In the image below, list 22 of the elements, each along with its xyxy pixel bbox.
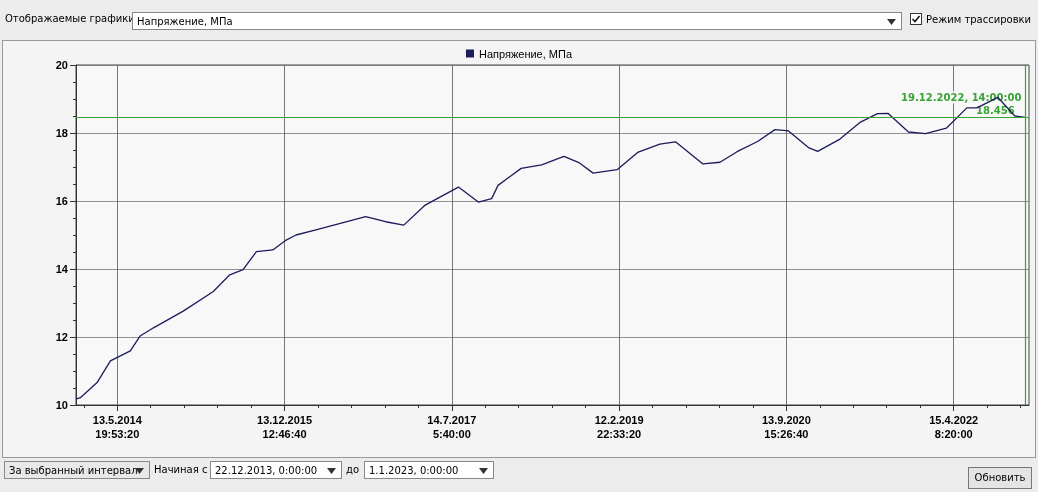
y-tick-label: 12 <box>55 331 68 343</box>
y-tick-label: 14 <box>55 263 69 275</box>
x-tick-label: 13.5.2014 19:53:20 <box>92 414 143 440</box>
y-tick-label: 20 <box>55 59 68 71</box>
y-tick-label: 10 <box>55 399 68 411</box>
text: 1.1.2023, 0:00:00 <box>369 465 459 476</box>
y-tick-label: 16 <box>55 195 68 207</box>
text: 22.12.2013, 0:00:00 <box>215 465 318 476</box>
text: до <box>346 464 360 475</box>
x-tick-label: 13.12.2015 12:46:40 <box>257 414 313 440</box>
y-tick-label: 18 <box>55 127 68 139</box>
text: Режим трассировки <box>926 14 1032 25</box>
x-tick-label: 12.2.2019 22:33:20 <box>594 414 644 440</box>
x-tick-label: 13.9.2020 15:26:40 <box>761 414 811 440</box>
text: Обновить <box>974 472 1026 483</box>
legend-label: Напряжение, МПа <box>478 47 573 60</box>
ref-line-label: 19.12.2022, 14:00:00 <box>901 92 1022 103</box>
x-tick-label: 14.7.2017 5:40:00 <box>427 414 477 440</box>
text: Начиная с <box>154 464 208 475</box>
text: Напряжение, МПа <box>137 16 233 27</box>
text: За выбранный интервал <box>9 465 138 476</box>
x-tick-label: 15.4.2022 8:20:00 <box>929 414 979 440</box>
